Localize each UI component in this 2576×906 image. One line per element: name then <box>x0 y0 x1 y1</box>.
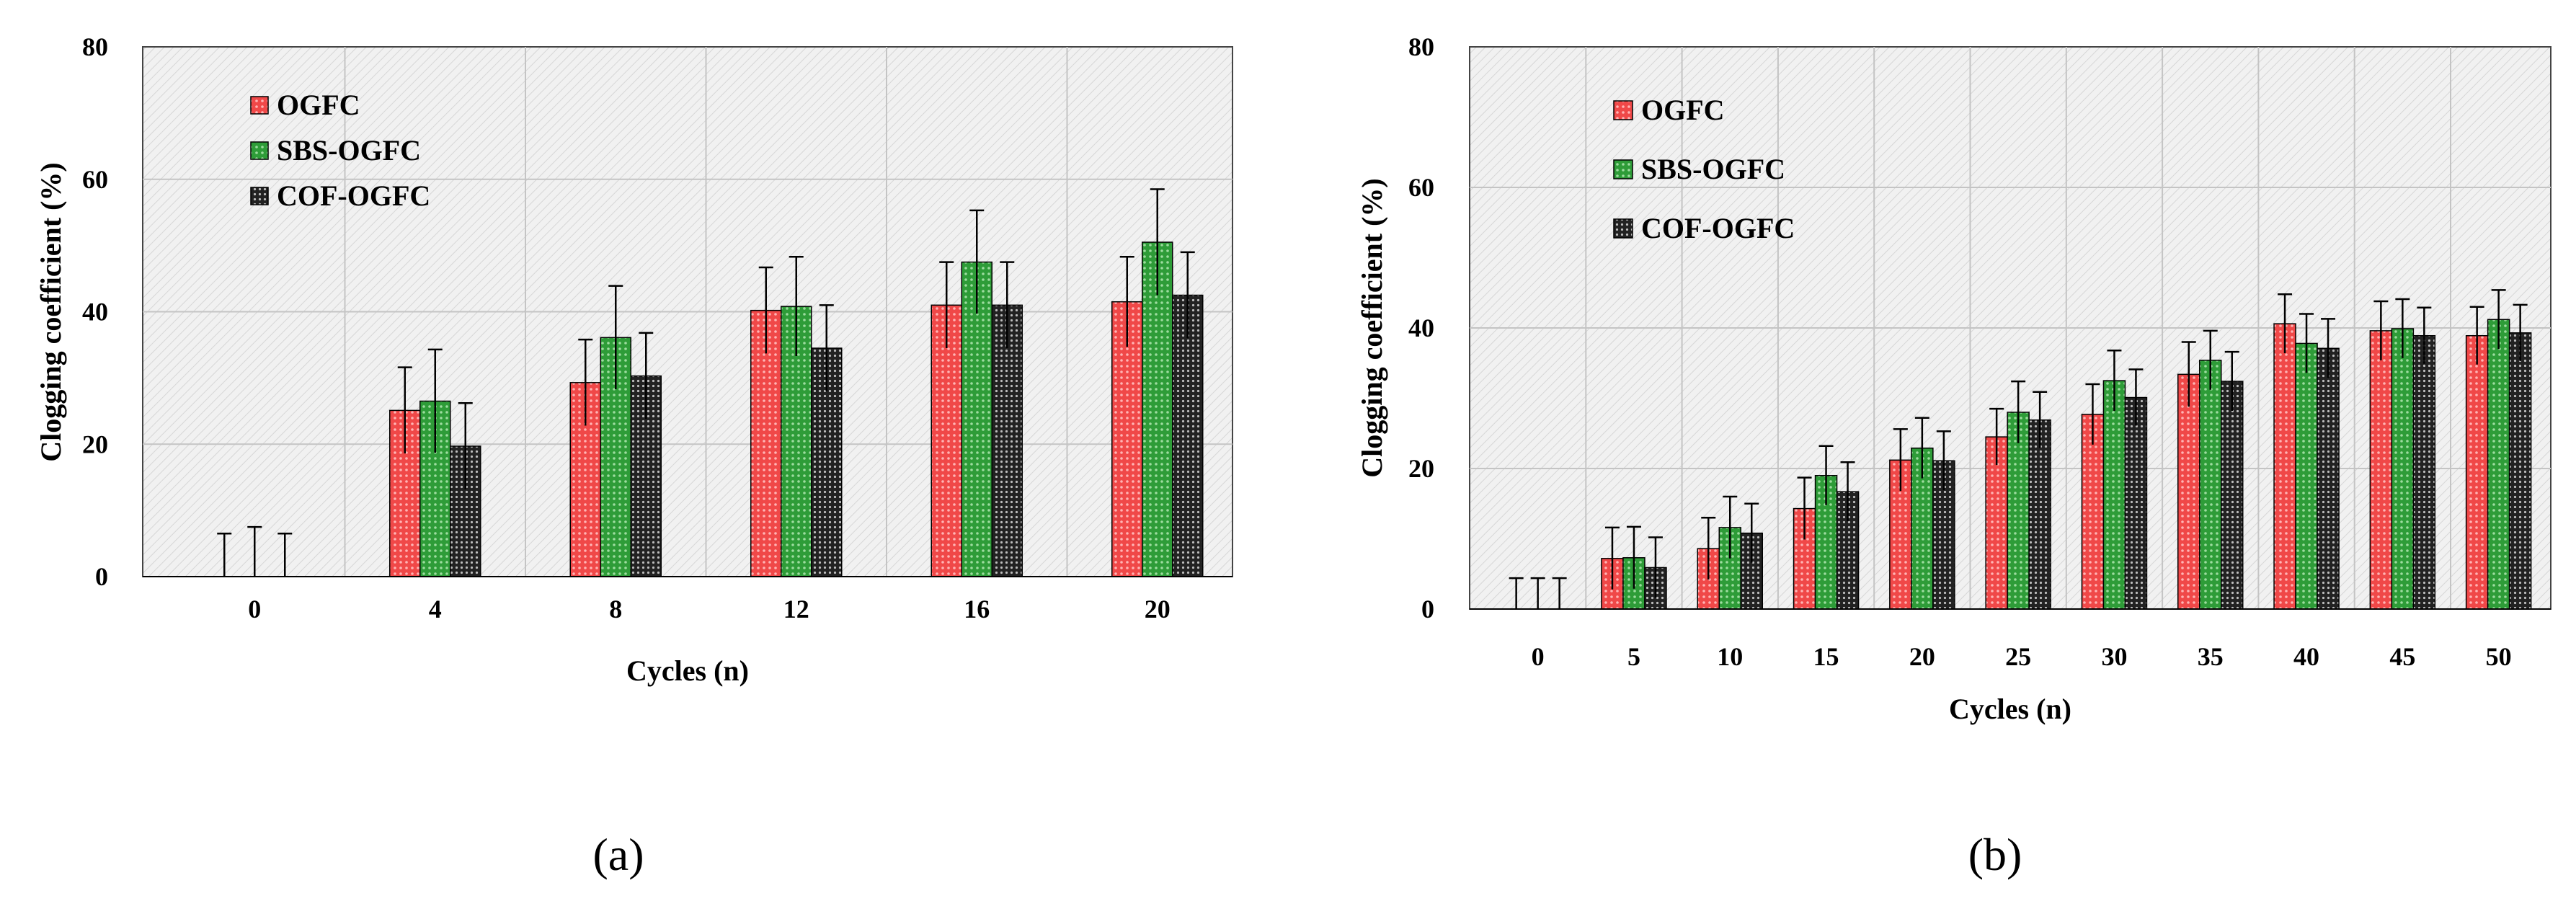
y-tick-label: 0 <box>1421 595 1434 623</box>
bar-ogfc-30 <box>2081 414 2105 610</box>
legend-label: OGFC <box>1641 94 1725 126</box>
bar-sbs-ogfc-45 <box>2391 328 2415 610</box>
legend-label: SBS-OGFC <box>277 134 421 166</box>
y-tick-label: 0 <box>95 562 108 591</box>
legend-label: COF-OGFC <box>1641 212 1795 244</box>
x-tick-label: 20 <box>1145 595 1171 623</box>
y-tick-label: 80 <box>82 32 108 61</box>
x-tick-label: 40 <box>2293 642 2319 671</box>
bar-ogfc-16 <box>931 304 962 577</box>
bar-cof-ogfc-30 <box>2124 396 2148 610</box>
x-tick-label: 35 <box>2198 642 2224 671</box>
bar-ogfc-25 <box>1985 436 2008 610</box>
legend-label: SBS-OGFC <box>1641 153 1785 185</box>
bar-cof-ogfc-45 <box>2412 334 2436 610</box>
bar-cof-ogfc-50 <box>2508 332 2532 610</box>
legend-swatch-ogfc <box>250 96 269 115</box>
bar-cof-ogfc-35 <box>2221 381 2244 610</box>
error-bars <box>217 188 1195 577</box>
x-axis-title: Cycles (n) <box>1949 693 2071 725</box>
gridlines <box>1470 47 2551 609</box>
chart-panel-b: 0 20 40 60 80 0 5 10 15 20 25 30 35 40 45 50 Cycles (n… <box>1356 32 2551 880</box>
bar-sbs-ogfc-40 <box>2295 342 2318 610</box>
x-tick-label: 5 <box>1627 642 1640 671</box>
y-tick-labels: 0 20 40 60 80 <box>1408 32 1434 623</box>
y-tick-label: 80 <box>1408 32 1434 61</box>
bar-sbs-ogfc-35 <box>2199 360 2222 610</box>
x-axis-title: Cycles (n) <box>626 654 749 687</box>
legend-swatch-cof-ogfc <box>250 187 269 205</box>
legend-swatch-sbs-ogfc <box>250 141 269 160</box>
bar-ogfc-45 <box>2369 330 2393 610</box>
y-tick-label: 40 <box>1408 314 1434 342</box>
legend: OGFC SBS-OGFC COF-OGFC <box>250 89 430 212</box>
legend-swatch-cof-ogfc <box>1613 218 1633 239</box>
bar-sbs-ogfc-30 <box>2102 380 2126 610</box>
bar-cof-ogfc-25 <box>2028 419 2051 610</box>
x-tick-labels: 0 4 8 12 16 20 <box>248 595 1171 623</box>
legend-label: COF-OGFC <box>277 179 430 212</box>
bar-sbs-ogfc-50 <box>2487 319 2510 610</box>
legend-swatch-sbs-ogfc <box>1613 159 1633 179</box>
x-tick-label: 30 <box>2101 642 2127 671</box>
bars <box>389 241 1204 577</box>
bar-ogfc-40 <box>2273 323 2296 610</box>
y-axis-title: Clogging coefficient (%) <box>1356 178 1388 477</box>
bar-ogfc-35 <box>2177 373 2200 610</box>
legend: OGFC SBS-OGFC COF-OGFC <box>1613 94 1795 244</box>
x-tick-label: 4 <box>429 595 442 623</box>
y-tick-label: 40 <box>82 298 108 327</box>
x-tick-label: 12 <box>783 595 809 623</box>
y-axis-title: Clogging coefficient (%) <box>35 162 67 461</box>
legend-label: OGFC <box>277 89 360 121</box>
x-tick-label: 10 <box>1717 642 1743 671</box>
legend-swatch-ogfc <box>1613 100 1633 120</box>
y-tick-label: 60 <box>82 165 108 194</box>
panel-label-b: (b) <box>1968 829 2022 880</box>
gridlines <box>143 47 1233 577</box>
x-tick-label: 15 <box>1813 642 1839 671</box>
x-tick-labels: 0 5 10 15 20 25 30 35 40 45 50 <box>1532 642 2512 671</box>
x-tick-label: 20 <box>1909 642 1935 671</box>
x-tick-label: 50 <box>2486 642 2512 671</box>
panel-label-a: (a) <box>592 829 644 880</box>
x-tick-label: 45 <box>2389 642 2415 671</box>
bar-sbs-ogfc-16 <box>961 261 992 577</box>
chart-panel-a: 0 20 40 60 80 0 4 8 12 16 20 Cycles (n) Clogging … <box>35 32 1233 880</box>
x-tick-label: 8 <box>609 595 622 623</box>
bar-ogfc-12 <box>750 309 782 577</box>
y-tick-label: 20 <box>82 430 108 458</box>
bar-cof-ogfc-40 <box>2317 347 2340 610</box>
x-tick-label: 0 <box>248 595 261 623</box>
x-tick-label: 16 <box>964 595 990 623</box>
y-tick-label: 60 <box>1408 173 1434 202</box>
error-bars <box>1509 289 2528 609</box>
x-tick-label: 25 <box>2005 642 2031 671</box>
x-tick-label: 0 <box>1532 642 1545 671</box>
y-tick-label: 20 <box>1408 454 1434 483</box>
y-tick-labels: 0 20 40 60 80 <box>82 32 108 591</box>
bar-ogfc-50 <box>2465 334 2489 610</box>
